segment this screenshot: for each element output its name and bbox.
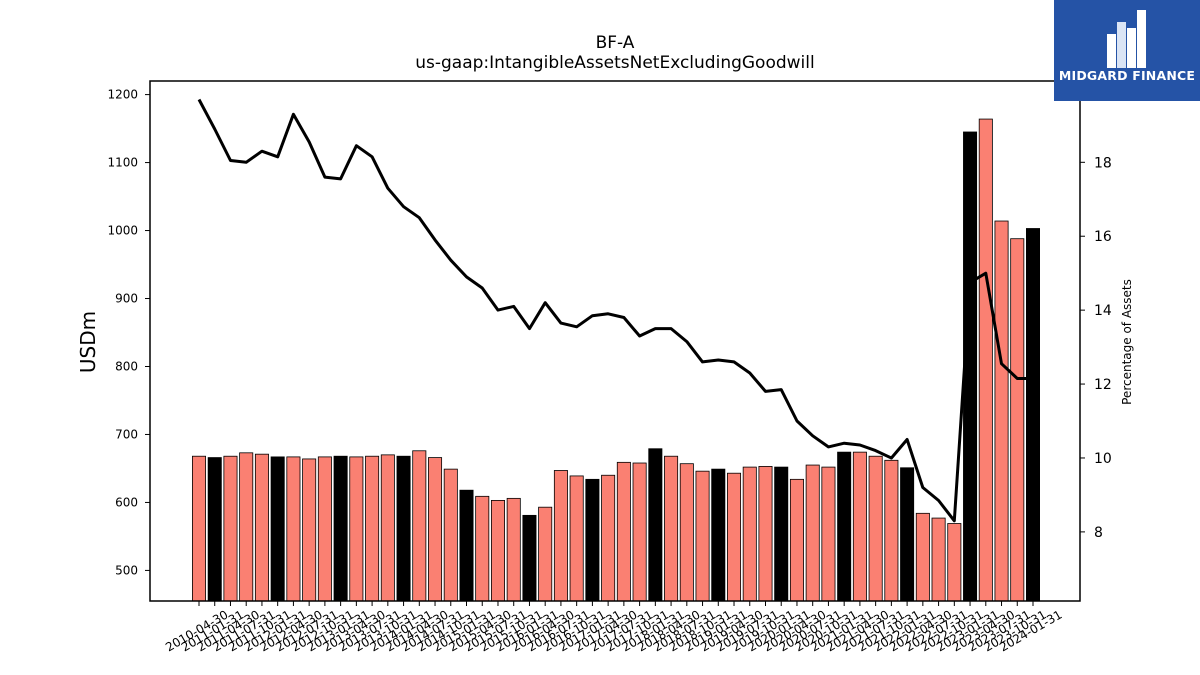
- y-axis-label-right: Percentage of Assets: [1120, 279, 1134, 405]
- y-tick-label: 1100: [107, 156, 138, 170]
- y-tick-label: 800: [115, 359, 138, 373]
- bar: [632, 462, 647, 602]
- bar: [994, 220, 1009, 602]
- bar: [852, 451, 867, 602]
- bar: [727, 472, 742, 602]
- bar: [569, 475, 584, 602]
- bar: [317, 456, 332, 602]
- y-tick-label: 900: [115, 292, 138, 306]
- y-tick-label: 600: [115, 495, 138, 509]
- brand-logo-text: MIDGARD FINANCE: [1058, 68, 1196, 83]
- left-axis-ticks: 500 600 700 800 900 1000 1100 1200: [107, 88, 150, 577]
- bar: [805, 464, 820, 602]
- bar: [207, 457, 222, 602]
- bar: [789, 478, 804, 602]
- bar: [380, 454, 395, 602]
- bar: [459, 489, 474, 602]
- bar: [585, 478, 600, 602]
- bar: [412, 450, 427, 602]
- bar: [333, 455, 348, 602]
- y-tick-label: 700: [115, 427, 138, 441]
- bar: [538, 506, 553, 602]
- y-right-tick-label: 12: [1094, 377, 1112, 393]
- y-right-tick-label: 14: [1094, 303, 1112, 319]
- bar: [774, 466, 789, 602]
- bar: [553, 470, 568, 602]
- bar: [711, 468, 726, 602]
- bar: [490, 499, 505, 602]
- line-series: [197, 98, 1033, 523]
- bar: [239, 452, 254, 602]
- bar: [365, 455, 380, 602]
- chart-subtitle: us-gaap:IntangibleAssetsNetExcludingGood…: [415, 53, 814, 73]
- y-tick-label: 1000: [107, 224, 138, 238]
- y-tick-label: 1200: [107, 88, 138, 102]
- bar: [648, 448, 663, 602]
- bar: [428, 457, 443, 602]
- x-axis-ticks: 2010-04-302011-01-312011-04-302011-07-31…: [163, 601, 1065, 654]
- bar: [868, 455, 883, 602]
- bar: [270, 456, 285, 602]
- bar: [679, 463, 694, 602]
- bar: [254, 453, 269, 602]
- bar: [1010, 238, 1025, 602]
- bar: [1026, 228, 1041, 602]
- bar: [978, 118, 993, 602]
- chart-title-group: BF-A us-gaap:IntangibleAssetsNetExcludin…: [415, 33, 814, 73]
- y-right-tick-label: 18: [1094, 155, 1112, 171]
- bar: [742, 466, 757, 602]
- y-right-tick-label: 16: [1094, 229, 1112, 245]
- bar: [758, 466, 773, 602]
- bar: [900, 467, 915, 602]
- bar: [884, 459, 899, 602]
- bar: [931, 517, 946, 602]
- bar: [443, 468, 458, 602]
- bar: [821, 466, 836, 602]
- bar: [475, 495, 490, 602]
- bar: [601, 474, 616, 602]
- bar: [947, 523, 962, 602]
- bar: [522, 514, 537, 602]
- y-tick-label: 500: [115, 563, 138, 577]
- chart-title: BF-A: [596, 33, 635, 53]
- bar-series: [191, 118, 1041, 602]
- bar: [286, 456, 301, 602]
- bar: [695, 470, 710, 602]
- bar: [223, 455, 238, 602]
- bar: [191, 455, 206, 602]
- bar: [616, 461, 631, 602]
- bar: [915, 512, 930, 602]
- bar: [302, 458, 317, 602]
- bar: [664, 455, 679, 602]
- bar: [506, 497, 521, 602]
- y-right-tick-label: 10: [1094, 451, 1112, 467]
- bar: [349, 456, 364, 602]
- plot-area-frame: [149, 80, 1081, 602]
- y-right-tick-label: 8: [1094, 525, 1103, 541]
- right-axis-ticks: 8 10 12 14 16 18: [1080, 155, 1112, 541]
- y-axis-label-left: USDm: [76, 311, 100, 373]
- brand-logo: MIDGARD FINANCE: [1054, 0, 1200, 101]
- bar: [837, 451, 852, 602]
- line-path: [197, 98, 1033, 523]
- brand-logo-icon: [1107, 10, 1146, 68]
- bar: [396, 455, 411, 602]
